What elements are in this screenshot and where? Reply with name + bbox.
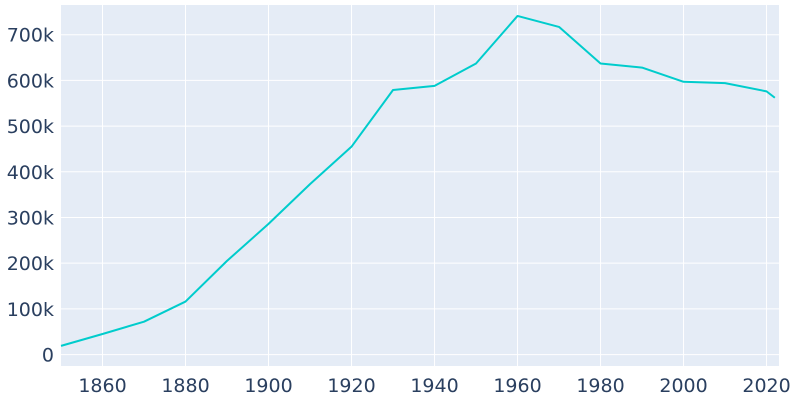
y-tick-label: 500k xyxy=(7,116,54,138)
x-tick-label: 1860 xyxy=(78,375,126,397)
y-tick-label: 700k xyxy=(7,25,54,47)
series-layer xyxy=(60,14,776,347)
y-tick-label: 600k xyxy=(7,70,54,92)
plot-background xyxy=(61,5,779,366)
x-tick-label: 1960 xyxy=(493,375,541,397)
y-tick-label: 400k xyxy=(7,162,54,184)
x-tick-label: 1880 xyxy=(161,375,209,397)
x-tick-label: 1980 xyxy=(576,375,624,397)
grid-lines xyxy=(61,5,779,366)
y-tick-label: 200k xyxy=(7,253,54,275)
x-tick-label: 2020 xyxy=(742,375,790,397)
y-axis-ticks: 0 100k 200k 300k 400k 500k 600k 700k xyxy=(7,25,54,367)
y-tick-label: 0 xyxy=(42,345,54,367)
x-tick-label: 2000 xyxy=(659,375,707,397)
y-tick-label: 300k xyxy=(7,207,54,229)
population-series-line xyxy=(60,14,776,347)
x-axis-ticks: 1860 1880 1900 1920 1940 1960 1980 2000 2020 xyxy=(78,375,790,397)
x-tick-label: 1940 xyxy=(410,375,458,397)
x-tick-label: 1920 xyxy=(327,375,375,397)
x-tick-label: 1900 xyxy=(244,375,292,397)
y-tick-label: 100k xyxy=(7,299,54,321)
